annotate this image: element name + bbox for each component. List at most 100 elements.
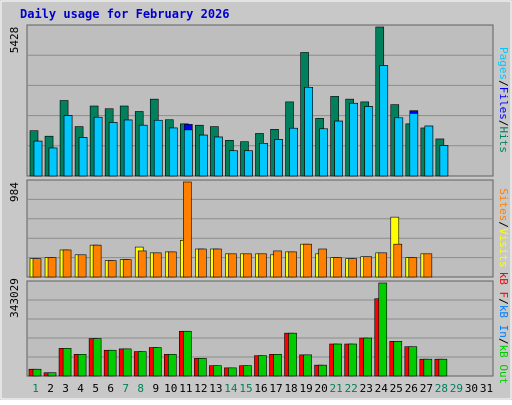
sites-bar xyxy=(273,250,282,278)
sites-bar xyxy=(198,248,207,278)
sites-bar xyxy=(183,181,192,278)
day-label: 4 xyxy=(77,382,84,395)
legend-entry: / xyxy=(497,120,510,127)
sites-bar xyxy=(258,253,267,278)
pages-bar xyxy=(289,127,298,177)
pages-bar xyxy=(214,136,223,177)
pages-bar xyxy=(138,124,148,177)
sites-bar xyxy=(62,249,72,278)
kb-out-bar xyxy=(198,358,207,377)
pages-bar xyxy=(93,116,103,177)
pages-bar xyxy=(259,143,268,177)
kb-out-bar xyxy=(408,346,418,377)
visits-max-label: 984 xyxy=(8,182,21,202)
legend-entry: Hits xyxy=(497,127,510,154)
kb-out-bar xyxy=(378,282,388,377)
day-label: 10 xyxy=(164,382,177,395)
day-label: 31 xyxy=(480,382,493,395)
kb-out-bar xyxy=(32,368,42,377)
pages-bar xyxy=(244,150,253,177)
pages-bar xyxy=(394,117,404,177)
kb-out-bar xyxy=(423,358,433,377)
sites-bar xyxy=(137,250,147,278)
day-label: 29 xyxy=(450,382,463,395)
day-label: 16 xyxy=(254,382,267,395)
pages-bar xyxy=(108,122,118,177)
day-label: 7 xyxy=(122,382,129,395)
pages-bar xyxy=(304,87,313,177)
pages-bar xyxy=(123,119,133,177)
kb-out-bar xyxy=(243,365,252,377)
kb-out-bar xyxy=(213,365,222,377)
kb-out-bar xyxy=(77,354,87,377)
day-label: 15 xyxy=(239,382,252,395)
pages-bar xyxy=(274,139,283,177)
day-label: 25 xyxy=(390,382,403,395)
pages-bar xyxy=(424,125,434,177)
kb-out-bar xyxy=(152,347,162,377)
legend-usage-text: Pages/Files/Hits xyxy=(497,47,510,153)
sites-bar xyxy=(32,258,42,278)
day-label: 19 xyxy=(299,382,312,395)
sites-bar xyxy=(167,251,177,278)
day-label: 21 xyxy=(330,382,343,395)
sites-bar xyxy=(288,251,297,278)
legend-entry: / xyxy=(497,80,510,87)
pages-bar xyxy=(364,106,374,177)
day-label: 27 xyxy=(420,382,433,395)
legend-entry: kB In xyxy=(497,305,510,338)
kb-out-bar xyxy=(107,349,117,377)
day-label: 12 xyxy=(194,382,207,395)
sites-bar xyxy=(348,258,357,278)
pages-bar xyxy=(48,147,58,177)
legend-entry: Pages xyxy=(497,47,510,80)
kb-out-bar xyxy=(318,364,327,377)
pages-bar xyxy=(78,137,88,177)
kbytes-max-label: 343029 xyxy=(8,278,21,318)
sites-bar xyxy=(318,248,327,278)
legend-entry: / xyxy=(497,221,510,228)
kb-out-bar xyxy=(137,351,147,377)
pages-bar xyxy=(334,120,343,177)
day-label: 20 xyxy=(315,382,328,395)
day-label: 24 xyxy=(375,382,389,395)
kb-out-bar xyxy=(122,348,132,377)
pages-bar xyxy=(439,145,449,177)
pages-bar xyxy=(153,119,163,177)
kb-out-bar xyxy=(438,358,448,377)
day-label: 28 xyxy=(435,382,448,395)
pages-bar xyxy=(33,140,43,177)
sites-bar xyxy=(77,254,87,278)
sites-bar xyxy=(423,253,433,278)
day-label: 30 xyxy=(465,382,478,395)
kbytes-legend: kB F/kB In/kB Out xyxy=(497,272,510,385)
day-label: 23 xyxy=(360,382,373,395)
usage-legend: Pages/Files/Hits xyxy=(497,47,510,153)
sites-bar xyxy=(363,256,373,278)
pages-bar xyxy=(168,127,178,177)
day-label: 13 xyxy=(209,382,222,395)
sites-bar xyxy=(213,248,222,278)
kb-out-bar xyxy=(288,332,297,377)
sites-bar xyxy=(92,244,102,278)
legend-kbytes-text: kB F/kB In/kB Out xyxy=(497,272,510,385)
day-label: 3 xyxy=(62,382,69,395)
kb-out-bar xyxy=(228,367,237,377)
kb-out-bar xyxy=(258,355,267,377)
day-label: 14 xyxy=(224,382,238,395)
day-label: 26 xyxy=(405,382,418,395)
legend-entry: kB F xyxy=(497,272,510,299)
sites-bar xyxy=(122,259,132,278)
sites-bar xyxy=(393,243,403,278)
pages-bar xyxy=(184,129,193,177)
sites-bar xyxy=(408,257,418,278)
kb-out-bar xyxy=(47,372,57,377)
pages-bar xyxy=(319,128,328,177)
kb-out-bar xyxy=(62,348,72,377)
kb-out-bar xyxy=(92,338,102,377)
kbytes-panel xyxy=(26,280,494,377)
sites-bar xyxy=(378,252,388,278)
sites-bar xyxy=(107,260,117,278)
kb-out-bar xyxy=(303,354,312,377)
day-label: 17 xyxy=(269,382,282,395)
